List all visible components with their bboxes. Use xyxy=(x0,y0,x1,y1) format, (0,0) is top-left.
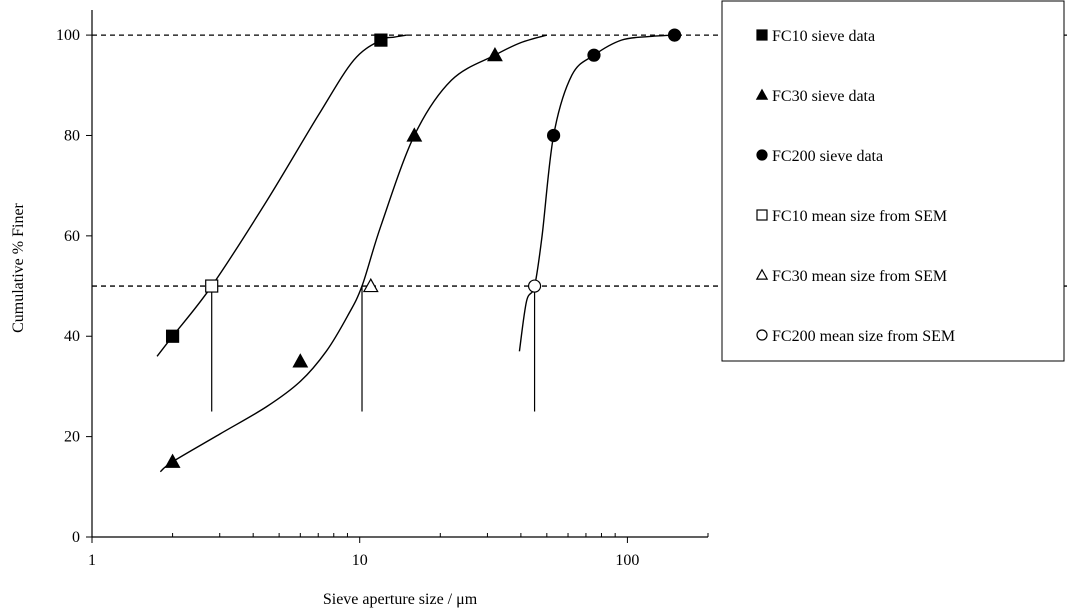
legend-label: FC30 sieve data xyxy=(772,88,875,105)
legend-marker xyxy=(756,149,768,161)
x-axis-title: Sieve aperture size / μm xyxy=(323,591,478,608)
legend-label: FC10 mean size from SEM xyxy=(772,208,947,225)
legend: FC10 sieve data FC30 sieve data FC200 siev… xyxy=(721,0,1065,362)
legend-marker xyxy=(756,209,768,221)
legend-label: FC30 mean size from SEM xyxy=(772,268,947,285)
y-tick-label: 20 xyxy=(64,429,80,446)
data-point xyxy=(667,28,682,42)
legend-marker xyxy=(756,29,768,41)
fit-curve xyxy=(156,34,407,357)
y-tick-label: 100 xyxy=(56,27,80,44)
data-point xyxy=(406,127,423,142)
legend-box xyxy=(721,0,1065,362)
y-tick-label: 60 xyxy=(64,228,80,245)
data-point xyxy=(164,453,181,468)
data-point xyxy=(546,128,561,143)
legend-marker xyxy=(756,329,768,341)
data-point xyxy=(165,329,180,343)
data-point xyxy=(587,48,601,62)
legend-label: FC200 mean size from SEM xyxy=(772,328,955,345)
axes: Sieve aperture size / μm Cumulative % Fi… xyxy=(10,10,709,608)
legend-marker xyxy=(755,88,769,100)
y-axis-title: Cumulative % Finer xyxy=(10,202,27,332)
y-tick-label: 80 xyxy=(64,127,80,144)
data-point xyxy=(205,279,219,293)
y-tick-label: 0 xyxy=(72,529,80,546)
data-point xyxy=(292,353,309,368)
data-point xyxy=(487,47,503,62)
data-point xyxy=(527,279,542,293)
data-point xyxy=(374,33,388,47)
x-tick-label: 100 xyxy=(615,552,639,569)
x-tick-label: 10 xyxy=(352,552,368,569)
legend-marker xyxy=(755,268,769,280)
y-tick-label: 40 xyxy=(64,328,80,345)
x-tick-label: 1 xyxy=(88,552,96,569)
legend-label: FC10 sieve data xyxy=(772,28,875,45)
legend-label: FC200 sieve data xyxy=(772,148,883,165)
data-point xyxy=(362,277,379,293)
fit-curve xyxy=(159,34,548,473)
fit-curve xyxy=(518,34,675,352)
